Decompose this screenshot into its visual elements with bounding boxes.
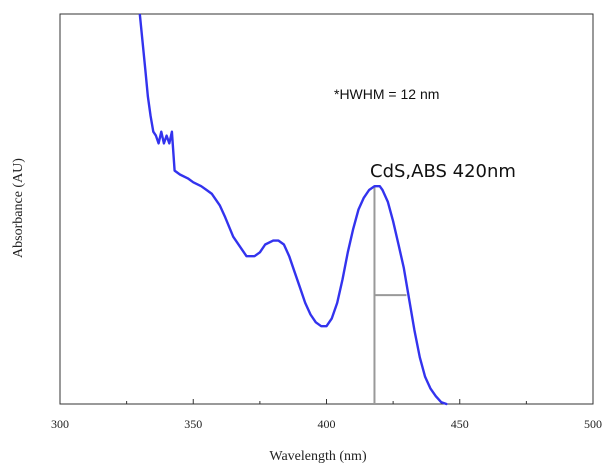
x-tick-label: 450: [451, 417, 469, 431]
plot-frame: [59, 13, 594, 405]
y-axis-title: Absorbance (AU): [11, 158, 26, 258]
x-axis-ticks: [59, 399, 594, 404]
x-tick-label: 400: [318, 417, 336, 431]
series-line: [138, 13, 448, 406]
annotation-hwhm: *HWHM = 12 nm: [334, 86, 439, 102]
x-tick-label: 350: [184, 417, 202, 431]
annotation-sample: CdS,ABS 420nm: [370, 161, 516, 182]
x-tick-label: 500: [584, 417, 602, 431]
x-axis-tick-labels: 300 350 400 450 500: [51, 417, 602, 431]
x-tick-label: 300: [51, 417, 69, 431]
x-axis-title: Wavelength (nm): [269, 449, 367, 464]
